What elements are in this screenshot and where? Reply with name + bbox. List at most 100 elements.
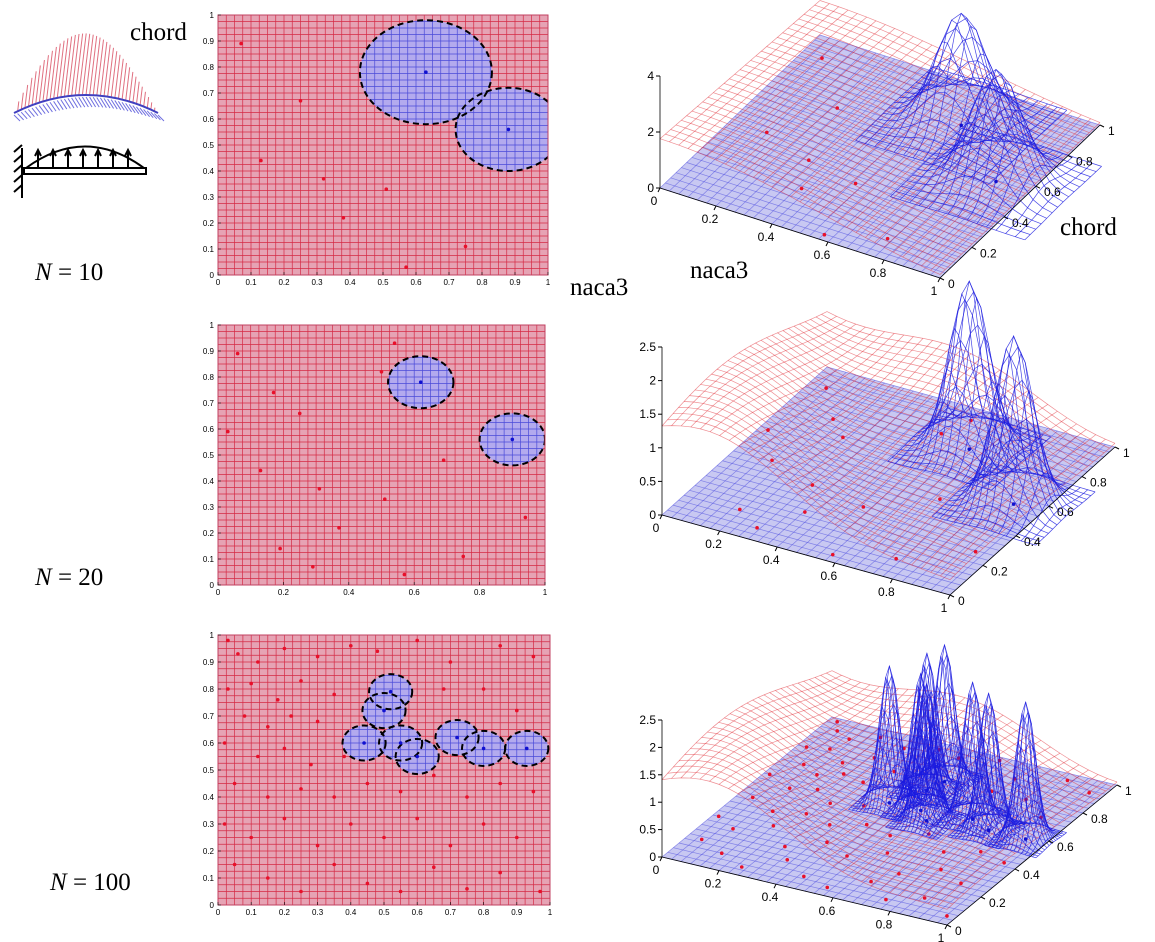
pressure-line: [99, 97, 107, 108]
y-tick: [1014, 868, 1020, 872]
point: [531, 789, 536, 794]
pressure-line: [128, 71, 134, 103]
pressure-line: [74, 97, 82, 108]
z-tick-label: 0: [649, 508, 656, 522]
mesh-line: [914, 696, 946, 834]
pressure-line: [128, 104, 136, 114]
mesh-line: [950, 133, 1086, 183]
x-tick: [774, 546, 778, 552]
pressure-line: [121, 62, 127, 101]
point: [282, 646, 287, 651]
point: [939, 431, 944, 436]
point: [828, 801, 832, 806]
point: [939, 867, 943, 872]
pressure-line: [96, 97, 104, 108]
point: [841, 435, 845, 440]
mesh-line: [892, 792, 924, 820]
pressure-line: [117, 58, 124, 100]
y-tick-label: 0.6: [203, 739, 215, 748]
pressure-line: [117, 101, 125, 111]
y-tick-label: 0.5: [203, 766, 215, 775]
mesh-line: [995, 822, 1027, 849]
point: [887, 801, 892, 805]
x-tick: [657, 187, 661, 193]
pressure-line: [63, 36, 73, 98]
point: [226, 429, 230, 434]
mesh-line: [921, 118, 1082, 273]
y-tick-label: 0.4: [1024, 535, 1041, 549]
mesh-line: [986, 140, 1064, 228]
x-tick-label: 1: [548, 908, 553, 917]
axis: [946, 784, 1118, 926]
x-tick-label: 0.2: [702, 212, 719, 226]
pressure-line: [139, 86, 143, 107]
y-tick-label: 0.4: [203, 477, 215, 486]
region-outline: [378, 724, 424, 762]
mesh-line: [908, 775, 1080, 917]
x-tick: [830, 897, 834, 903]
x-tick-label: 1: [931, 284, 938, 298]
point: [841, 772, 846, 776]
mesh-line: [947, 407, 1051, 438]
y-tick-label: 1: [210, 321, 215, 330]
x-tick: [937, 277, 941, 283]
y-tick: [1048, 505, 1054, 509]
x-tick-label: 0.8: [878, 585, 895, 599]
pressure-line: [63, 98, 71, 109]
point: [299, 787, 303, 791]
airfoil-icon: [13, 33, 165, 167]
region-outline: [358, 19, 493, 126]
region-outline: [387, 355, 455, 410]
x-tick-label: 0.6: [820, 569, 837, 583]
x-tick-label: 0.2: [278, 278, 290, 287]
panel-label: N = 100: [49, 869, 131, 896]
mesh-line: [961, 128, 1097, 172]
point: [861, 780, 865, 784]
pressure-line: [60, 99, 68, 110]
mesh-line: [925, 324, 1030, 455]
point: [332, 795, 337, 799]
point: [815, 787, 820, 792]
x-tick: [716, 870, 720, 875]
point: [309, 762, 313, 767]
point: [799, 186, 804, 191]
point: [835, 729, 839, 733]
mesh-line: [1020, 487, 1081, 542]
x-tick: [825, 241, 829, 247]
pressure-line: [135, 81, 140, 105]
point: [232, 781, 237, 786]
pressure-line: [17, 113, 24, 121]
pressure-line: [67, 98, 75, 109]
mesh-line: [1028, 489, 1088, 544]
y-tick: [1082, 812, 1088, 816]
pressure-line: [53, 43, 61, 100]
x-tick-label: 0.6: [814, 248, 831, 262]
pressure-line: [103, 98, 111, 109]
point: [835, 106, 839, 110]
point: [835, 720, 839, 724]
x-tick: [659, 856, 663, 862]
y-tick-label: 1: [1125, 784, 1132, 798]
y-tick-label: 0.4: [1012, 216, 1029, 230]
point: [885, 851, 890, 855]
z-tick-label: 1: [649, 795, 656, 809]
y-tick: [982, 564, 988, 568]
mesh-line: [980, 106, 1058, 181]
mesh-line: [976, 706, 1008, 843]
point: [770, 809, 775, 813]
axis: [661, 514, 951, 596]
point: [731, 827, 735, 831]
mesh-line: [881, 708, 913, 817]
x-tick-label: 0.8: [474, 588, 486, 597]
mesh-line: [815, 376, 1105, 458]
pressure-line: [49, 46, 57, 101]
y-tick-label: 0.6: [1057, 505, 1074, 519]
point: [463, 244, 468, 249]
point: [853, 181, 858, 186]
point: [1065, 778, 1070, 783]
mesh-line: [936, 687, 968, 796]
point: [275, 698, 280, 702]
